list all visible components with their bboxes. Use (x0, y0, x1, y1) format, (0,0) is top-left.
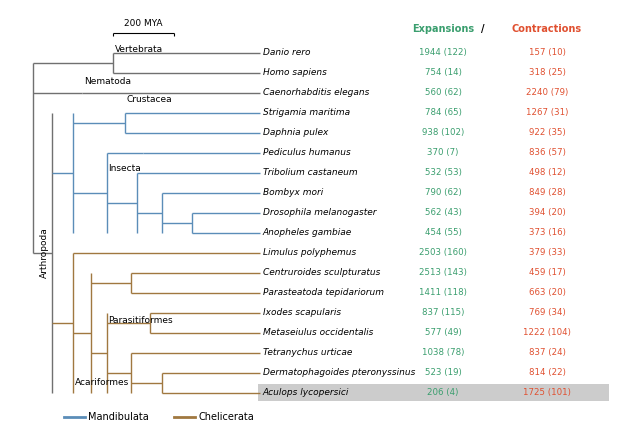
Text: 837 (24): 837 (24) (529, 348, 565, 357)
Text: Metaseiulus occidentalis: Metaseiulus occidentalis (263, 328, 373, 337)
Text: Mandibulata: Mandibulata (88, 412, 149, 422)
Text: 1222 (104): 1222 (104) (523, 328, 571, 337)
Text: 206 (4): 206 (4) (428, 389, 458, 397)
Text: Danio rero: Danio rero (263, 48, 310, 57)
Text: 562 (43): 562 (43) (424, 208, 462, 217)
Text: Bombyx mori: Bombyx mori (263, 188, 323, 197)
Text: 2513 (143): 2513 (143) (419, 268, 467, 277)
Text: 200 MYA: 200 MYA (124, 19, 163, 28)
Text: Pediculus humanus: Pediculus humanus (263, 148, 350, 157)
Text: 2503 (160): 2503 (160) (419, 248, 467, 257)
Text: 938 (102): 938 (102) (422, 128, 464, 137)
Text: 1944 (122): 1944 (122) (419, 48, 467, 57)
Text: Tribolium castaneum: Tribolium castaneum (263, 168, 357, 177)
Text: 157 (10): 157 (10) (529, 48, 565, 57)
Text: 663 (20): 663 (20) (529, 288, 565, 297)
Text: 754 (14): 754 (14) (424, 68, 462, 77)
Text: 1725 (101): 1725 (101) (523, 389, 571, 397)
Text: Vertebrata: Vertebrata (115, 45, 163, 54)
Text: Centruroides sculpturatus: Centruroides sculpturatus (263, 268, 380, 277)
Text: 498 (12): 498 (12) (529, 168, 565, 177)
Text: 379 (33): 379 (33) (529, 248, 565, 257)
Text: 837 (115): 837 (115) (422, 308, 464, 317)
Text: Parasitiformes: Parasitiformes (109, 317, 173, 325)
Text: 454 (55): 454 (55) (424, 228, 462, 237)
Text: /: / (481, 24, 484, 34)
Text: Insecta: Insecta (109, 164, 141, 173)
Text: 523 (19): 523 (19) (424, 368, 462, 377)
Text: 836 (57): 836 (57) (529, 148, 565, 157)
Text: 1267 (31): 1267 (31) (526, 108, 568, 117)
Text: 532 (53): 532 (53) (424, 168, 462, 177)
Text: 370 (7): 370 (7) (428, 148, 458, 157)
Text: 577 (49): 577 (49) (424, 328, 462, 337)
Text: 769 (34): 769 (34) (529, 308, 565, 317)
Text: 1038 (78): 1038 (78) (422, 348, 464, 357)
Text: Ixodes scapularis: Ixodes scapularis (263, 308, 341, 317)
Text: 1411 (118): 1411 (118) (419, 288, 467, 297)
Text: Contractions: Contractions (512, 24, 582, 34)
Text: Dermatophagoides pteronyssinus: Dermatophagoides pteronyssinus (263, 368, 415, 377)
Text: Crustacea: Crustacea (127, 95, 173, 104)
Text: Daphnia pulex: Daphnia pulex (263, 128, 328, 137)
Text: Arthropoda: Arthropoda (40, 227, 49, 278)
Text: Chelicerata: Chelicerata (199, 412, 254, 422)
Text: 790 (62): 790 (62) (424, 188, 462, 197)
Text: 560 (62): 560 (62) (424, 88, 462, 97)
Text: 394 (20): 394 (20) (529, 208, 565, 217)
Text: 2240 (79): 2240 (79) (526, 88, 568, 97)
Text: 922 (35): 922 (35) (529, 128, 565, 137)
Text: Strigamia maritima: Strigamia maritima (263, 108, 350, 117)
Text: 318 (25): 318 (25) (529, 68, 565, 77)
Text: Homo sapiens: Homo sapiens (263, 68, 326, 77)
Text: 459 (17): 459 (17) (529, 268, 565, 277)
Text: 814 (22): 814 (22) (529, 368, 565, 377)
Text: Anopheles gambiae: Anopheles gambiae (263, 228, 352, 237)
Text: Drosophila melanogaster: Drosophila melanogaster (263, 208, 376, 217)
Text: Limulus polyphemus: Limulus polyphemus (263, 248, 356, 257)
Text: 373 (16): 373 (16) (529, 228, 565, 237)
Text: Expansions: Expansions (412, 24, 474, 34)
Text: Acariformes: Acariformes (75, 378, 130, 387)
Text: 784 (65): 784 (65) (424, 108, 462, 117)
Text: Aculops lycopersici: Aculops lycopersici (263, 389, 349, 397)
Text: Caenorhabditis elegans: Caenorhabditis elegans (263, 88, 369, 97)
Text: 849 (28): 849 (28) (529, 188, 565, 197)
Text: Nematoda: Nematoda (84, 77, 131, 86)
FancyBboxPatch shape (258, 385, 610, 401)
Text: Parasteatoda tepidariorum: Parasteatoda tepidariorum (263, 288, 384, 297)
Text: Tetranychus urticae: Tetranychus urticae (263, 348, 352, 357)
